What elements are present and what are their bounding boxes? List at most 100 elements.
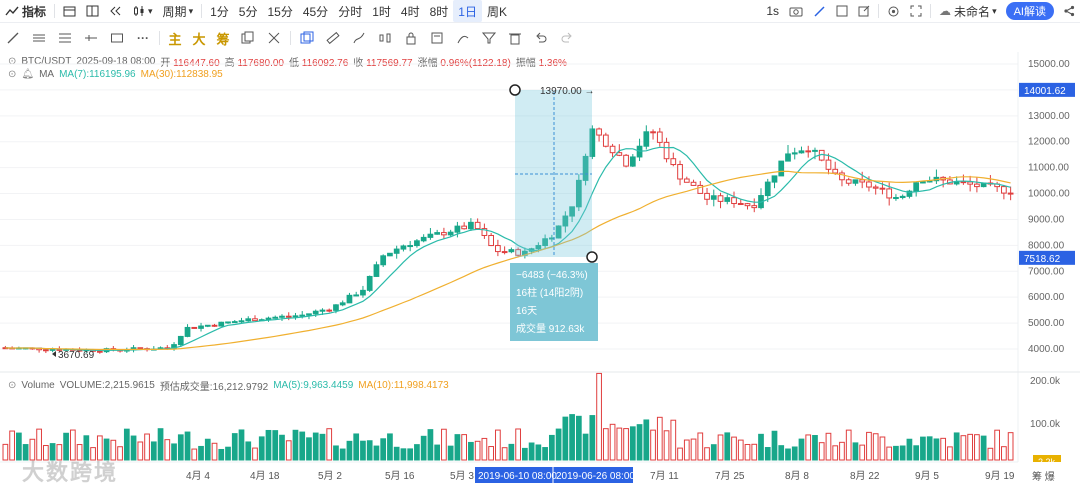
undo-icon[interactable]: [528, 26, 554, 50]
volume-bar: [940, 437, 947, 461]
low-price-label: 3670.69: [58, 350, 95, 361]
redo-icon[interactable]: [554, 26, 580, 50]
file-name-dropdown[interactable]: ☁ 未命名 ▾: [939, 4, 997, 19]
rewind-icon[interactable]: [104, 0, 127, 22]
bell-icon[interactable]: 🔔︎: [21, 69, 35, 80]
time-range-start: 2019-06-10 08:00: [478, 471, 557, 482]
time-tick-label: 4月 4: [186, 470, 210, 482]
volume-bar: [953, 432, 960, 461]
more-icon[interactable]: ···: [137, 31, 149, 45]
eraser-icon[interactable]: [261, 26, 287, 50]
period-dropdown[interactable]: 周期 ▾: [162, 4, 194, 19]
calendar-icon[interactable]: [58, 0, 81, 22]
pen-icon[interactable]: [346, 26, 372, 50]
candle-body: [751, 205, 758, 209]
interval-tab[interactable]: 1时: [372, 4, 391, 19]
candle-body: [764, 181, 771, 197]
candle-type-button[interactable]: ▾: [127, 0, 158, 22]
volume-bar: [468, 441, 474, 461]
settings-icon[interactable]: [882, 0, 905, 22]
interval-tab[interactable]: 分时: [338, 4, 363, 19]
candle-body: [366, 275, 373, 291]
time-tick-label: 9月 19: [985, 470, 1015, 482]
rectangle-icon[interactable]: [104, 26, 130, 50]
time-tick-label: 5月 16: [385, 470, 415, 482]
candle-body: [90, 349, 96, 352]
candle-body: [63, 348, 69, 351]
interval-tab[interactable]: 8时: [429, 4, 449, 19]
collapse-icon[interactable]: ⊙: [8, 69, 17, 80]
volume-bar: [555, 428, 562, 461]
collapse-icon[interactable]: ⊙: [8, 380, 17, 391]
collapse-icon[interactable]: ⊙: [8, 56, 17, 67]
note-icon[interactable]: [424, 26, 450, 50]
volume-estimate: 预估成交量:16,212.9792: [159, 382, 269, 393]
volume-bar: [474, 440, 481, 461]
speed-label[interactable]: 1s: [766, 4, 780, 18]
interval-tab[interactable]: 5分: [238, 4, 258, 19]
measure-info-box: [510, 263, 598, 341]
interval-tab[interactable]: 45分: [302, 4, 329, 19]
camera-icon[interactable]: [784, 0, 808, 22]
fullscreen-icon[interactable]: [905, 0, 927, 22]
volume-bar: [920, 436, 926, 461]
candle-body: [474, 221, 481, 230]
parallel-lines-icon[interactable]: [26, 26, 52, 50]
candle-body: [555, 225, 562, 239]
share-icon[interactable]: [1058, 0, 1080, 22]
volume-bar: [859, 444, 866, 461]
candle-body: [353, 294, 360, 297]
volume-bar: [373, 445, 380, 461]
candle-body: [76, 349, 83, 352]
select-tool-icon[interactable]: [294, 26, 320, 50]
edit-icon[interactable]: [808, 0, 831, 22]
export-icon[interactable]: [853, 0, 875, 22]
text-tool-button[interactable]: 主: [168, 31, 182, 47]
volume-bar: [400, 448, 407, 461]
candle-body: [427, 233, 434, 238]
trendline-icon[interactable]: [0, 26, 26, 50]
volume-bar: [319, 433, 326, 461]
volume-bar: [434, 444, 441, 461]
brush-icon[interactable]: [450, 26, 476, 50]
volume-bar: [886, 446, 893, 461]
interval-tab[interactable]: 4时: [400, 4, 420, 19]
trash-icon[interactable]: [502, 26, 528, 50]
expand-icon[interactable]: [831, 0, 853, 22]
interval-tab[interactable]: 1日: [453, 0, 482, 22]
candle-body: [1001, 186, 1007, 194]
candle-body: [441, 232, 447, 236]
candle-body: [83, 349, 90, 352]
text-tool-button[interactable]: 筹: [216, 31, 230, 47]
candle-body: [508, 249, 515, 253]
text-tool-button[interactable]: 大: [192, 31, 206, 47]
volume-bar: [501, 447, 508, 461]
lock-icon[interactable]: [398, 26, 424, 50]
volume-bar: [245, 441, 252, 461]
candle-body: [832, 168, 839, 174]
ruler-icon[interactable]: [320, 26, 346, 50]
volume-bar: [569, 414, 575, 461]
price-tick-label: 14000.00: [1028, 85, 1070, 96]
volume-tick-label: 200.0k: [1030, 376, 1061, 387]
candles-icon[interactable]: [372, 26, 398, 50]
volume-bar: [947, 446, 953, 461]
filter-icon[interactable]: [476, 26, 502, 50]
copy-icon[interactable]: [235, 26, 261, 50]
horizontal-line-icon[interactable]: [78, 26, 104, 50]
interval-tab[interactable]: 1分: [210, 4, 229, 19]
ai-interpret-button[interactable]: AI解读: [1005, 2, 1054, 20]
price-highlight-badge: [1019, 82, 1075, 97]
interval-tab[interactable]: 15分: [267, 4, 293, 19]
candle-body: [400, 245, 407, 250]
candle-body: [744, 203, 751, 207]
volume-bar: [980, 435, 987, 461]
indicators-button[interactable]: 指标: [0, 0, 51, 22]
volume-bar: [387, 433, 393, 461]
fib-levels-icon[interactable]: [52, 26, 78, 50]
ma7-value: MA(7):116195.96: [59, 69, 136, 80]
candle-body: [299, 314, 306, 317]
layout-icon[interactable]: [81, 0, 104, 22]
candle-body: [562, 215, 569, 227]
interval-tab[interactable]: 周K: [486, 4, 507, 19]
